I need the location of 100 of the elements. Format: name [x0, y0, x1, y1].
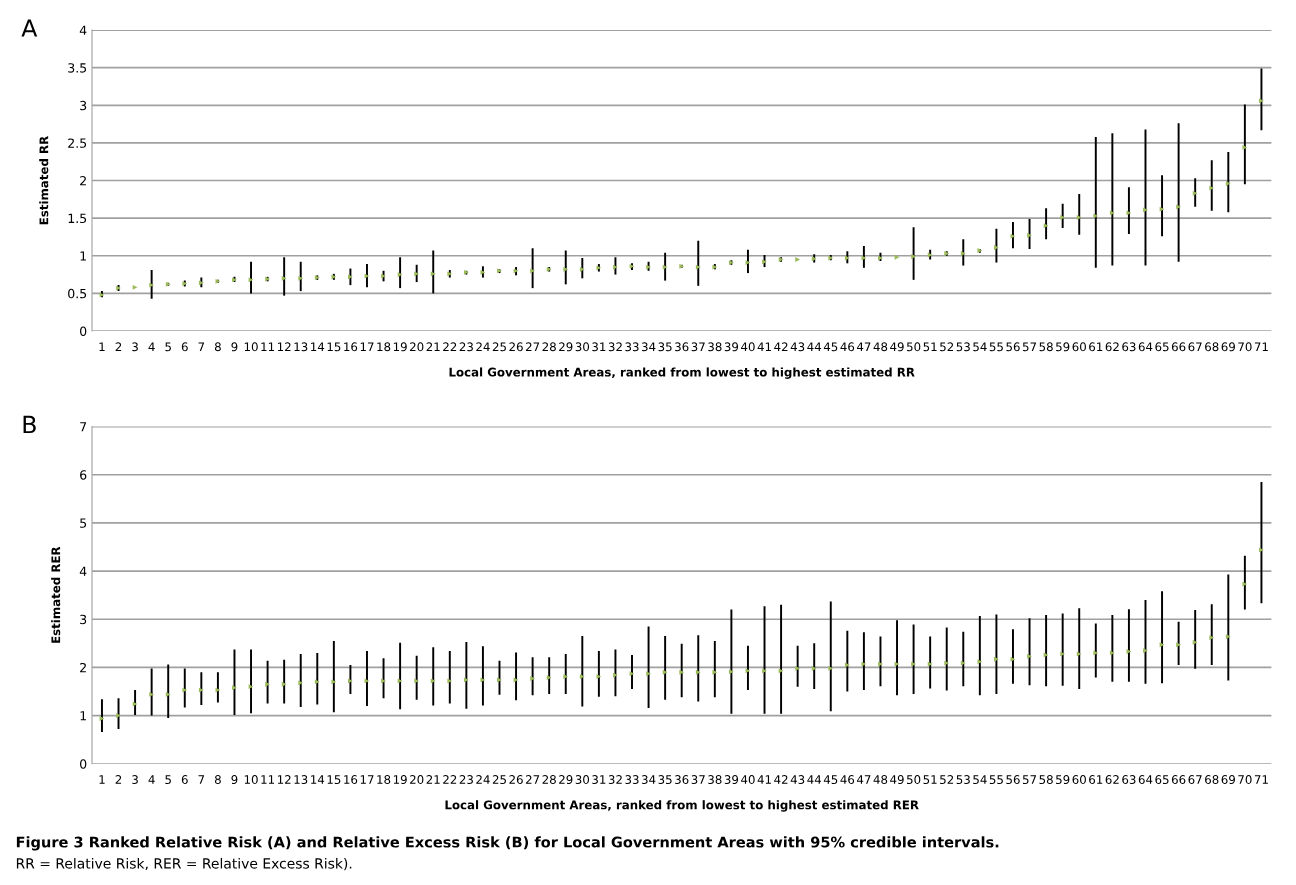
x-tick-label: 43	[790, 342, 805, 352]
x-tick-label: 67	[1188, 342, 1202, 352]
x-tick-label: 11	[261, 775, 275, 784]
x-tick-label: 58	[1039, 775, 1053, 784]
x-tick-label: 29	[559, 342, 573, 352]
x-tick-label: 58	[1039, 342, 1053, 352]
x-tick-label: 57	[1022, 342, 1037, 352]
x-tick-label: 59	[1056, 775, 1070, 784]
x-tick-label: 18	[377, 775, 391, 784]
x-tick-label: 2	[115, 342, 122, 352]
chart-title: A	[21, 19, 38, 37]
x-axis-title: Local Government Areas, ranked from lowest to highest estimated RER	[445, 800, 919, 812]
x-tick-label: 16	[344, 342, 358, 352]
x-tick-label: 61	[1089, 775, 1103, 784]
x-tick-label: 31	[592, 775, 606, 784]
x-tick-label: 65	[1155, 775, 1169, 784]
x-tick-label: 62	[1105, 775, 1119, 784]
x-tick-label: 21	[426, 775, 440, 784]
x-tick-label: 46	[840, 775, 855, 784]
x-tick-label: 53	[956, 342, 970, 352]
x-tick-label: 28	[542, 775, 556, 784]
y-axis-title: Estimated RR	[39, 136, 49, 225]
x-tick-label: 6	[181, 775, 188, 784]
x-tick-label: 20	[410, 342, 424, 352]
x-tick-label: 3	[132, 342, 138, 352]
x-tick-label: 4	[148, 342, 155, 352]
x-tick-label: 48	[873, 775, 888, 784]
y-tick-label: 6	[80, 470, 87, 480]
x-tick-label: 33	[625, 342, 639, 352]
y-tick-label: 1.5	[68, 213, 87, 224]
x-tick-label: 44	[807, 342, 822, 352]
y-tick-label: 4	[79, 25, 87, 35]
y-tick-label: 5	[80, 518, 87, 528]
x-tick-label: 25	[492, 775, 506, 784]
x-tick-label: 25	[492, 342, 506, 352]
x-tick-label: 10	[244, 342, 258, 352]
x-tick-label: 17	[360, 342, 374, 352]
x-tick-label: 49	[890, 342, 904, 352]
x-tick-label: 54	[973, 342, 987, 352]
x-tick-label: 64	[1138, 342, 1153, 352]
y-tick-label: 0	[80, 759, 87, 769]
x-tick-label: 18	[377, 342, 391, 352]
x-tick-label: 20	[410, 775, 424, 784]
x-tick-label: 53	[956, 775, 970, 784]
y-tick-label: 3.5	[68, 63, 87, 73]
x-tick-label: 68	[1205, 342, 1219, 352]
x-tick-label: 12	[277, 775, 291, 784]
y-tick-label: 1	[80, 711, 86, 721]
y-tick-label: 2	[80, 176, 86, 186]
x-tick-label: 23	[459, 342, 473, 352]
x-tick-label: 17	[360, 775, 374, 784]
y-tick-label: 1	[80, 251, 86, 261]
x-tick-label: 57	[1022, 775, 1037, 784]
x-tick-label: 64	[1138, 775, 1153, 784]
y-axis-title: Estimated RER	[51, 546, 61, 643]
x-tick-label: 15	[327, 342, 341, 352]
x-tick-label: 32	[608, 342, 622, 352]
x-tick-label: 51	[923, 342, 937, 352]
x-tick-label: 1	[99, 342, 105, 352]
x-tick-label: 45	[823, 775, 838, 784]
x-tick-label: 27	[525, 342, 540, 352]
x-tick-label: 3	[132, 775, 138, 784]
chart-title: B	[23, 415, 36, 434]
x-axis-title: Local Government Areas, ranked from lowest to highest estimated RR	[449, 367, 915, 379]
x-tick-label: 8	[214, 775, 221, 784]
x-tick-label: 14	[311, 775, 325, 784]
x-tick-label: 23	[459, 775, 473, 784]
x-tick-label: 46	[840, 342, 855, 352]
x-tick-label: 48	[873, 342, 888, 352]
x-tick-label: 37	[691, 342, 705, 352]
x-tick-label: 35	[658, 775, 672, 784]
x-tick-label: 47	[856, 775, 871, 784]
y-tick-label: 3	[80, 100, 87, 111]
x-tick-label: 11	[261, 342, 275, 352]
x-tick-label: 56	[1006, 775, 1020, 784]
x-tick-label: 30	[575, 775, 590, 784]
x-tick-label: 66	[1171, 342, 1186, 352]
x-tick-label: 63	[1122, 342, 1136, 352]
x-tick-label: 71	[1254, 342, 1268, 352]
x-tick-label: 55	[989, 342, 1003, 352]
text: RR = Relative Risk, RER = Relative Excess Risk).	[16, 857, 352, 871]
x-tick-label: 4	[148, 775, 155, 784]
x-tick-label: 62	[1105, 342, 1119, 352]
x-tick-label: 33	[625, 775, 639, 784]
x-tick-label: 37	[691, 775, 705, 784]
x-tick-label: 9	[231, 775, 238, 784]
x-tick-label: 7	[198, 775, 205, 784]
x-tick-label: 70	[1238, 775, 1252, 784]
x-tick-label: 59	[1056, 342, 1070, 352]
y-tick-label: 2.5	[68, 138, 87, 148]
x-tick-label: 61	[1089, 342, 1103, 352]
x-tick-label: 30	[575, 342, 590, 352]
x-tick-label: 13	[294, 342, 308, 352]
x-tick-label: 10	[244, 775, 258, 784]
x-tick-label: 38	[708, 342, 722, 352]
x-tick-label: 67	[1188, 775, 1202, 784]
x-tick-label: 24	[476, 342, 490, 352]
y-tick-label: 0	[80, 326, 87, 336]
x-tick-label: 70	[1238, 342, 1252, 352]
x-tick-label: 54	[973, 775, 987, 784]
